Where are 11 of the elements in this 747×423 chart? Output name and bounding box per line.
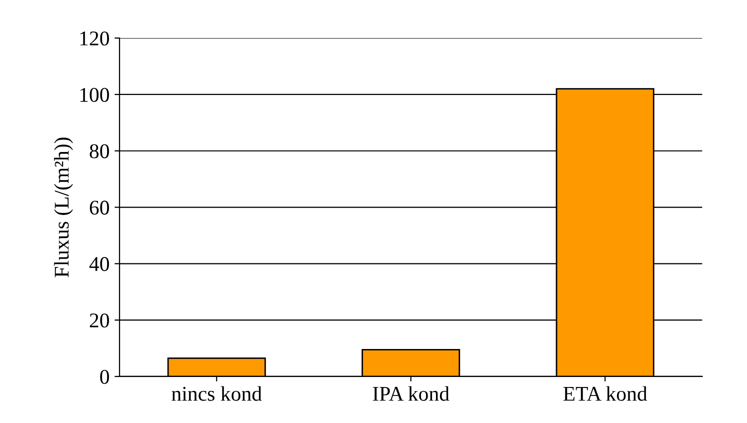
x-tick-label: ETA kond: [563, 386, 648, 401]
y-tick-label: 60: [90, 200, 110, 215]
y-tick-label: 80: [90, 144, 110, 158]
y-tick-label: 120: [80, 31, 110, 46]
y-tick-label: 0: [100, 370, 110, 384]
y-tick-label: 100: [80, 88, 110, 102]
y-tick-label: 20: [90, 313, 110, 328]
y-axis-title: Fluxus (L/(m²h)): [54, 138, 73, 278]
x-tick-label: IPA kond: [372, 386, 450, 401]
y-tick-label: 40: [89, 257, 110, 272]
x-tick-label: nincs kond: [172, 386, 262, 401]
